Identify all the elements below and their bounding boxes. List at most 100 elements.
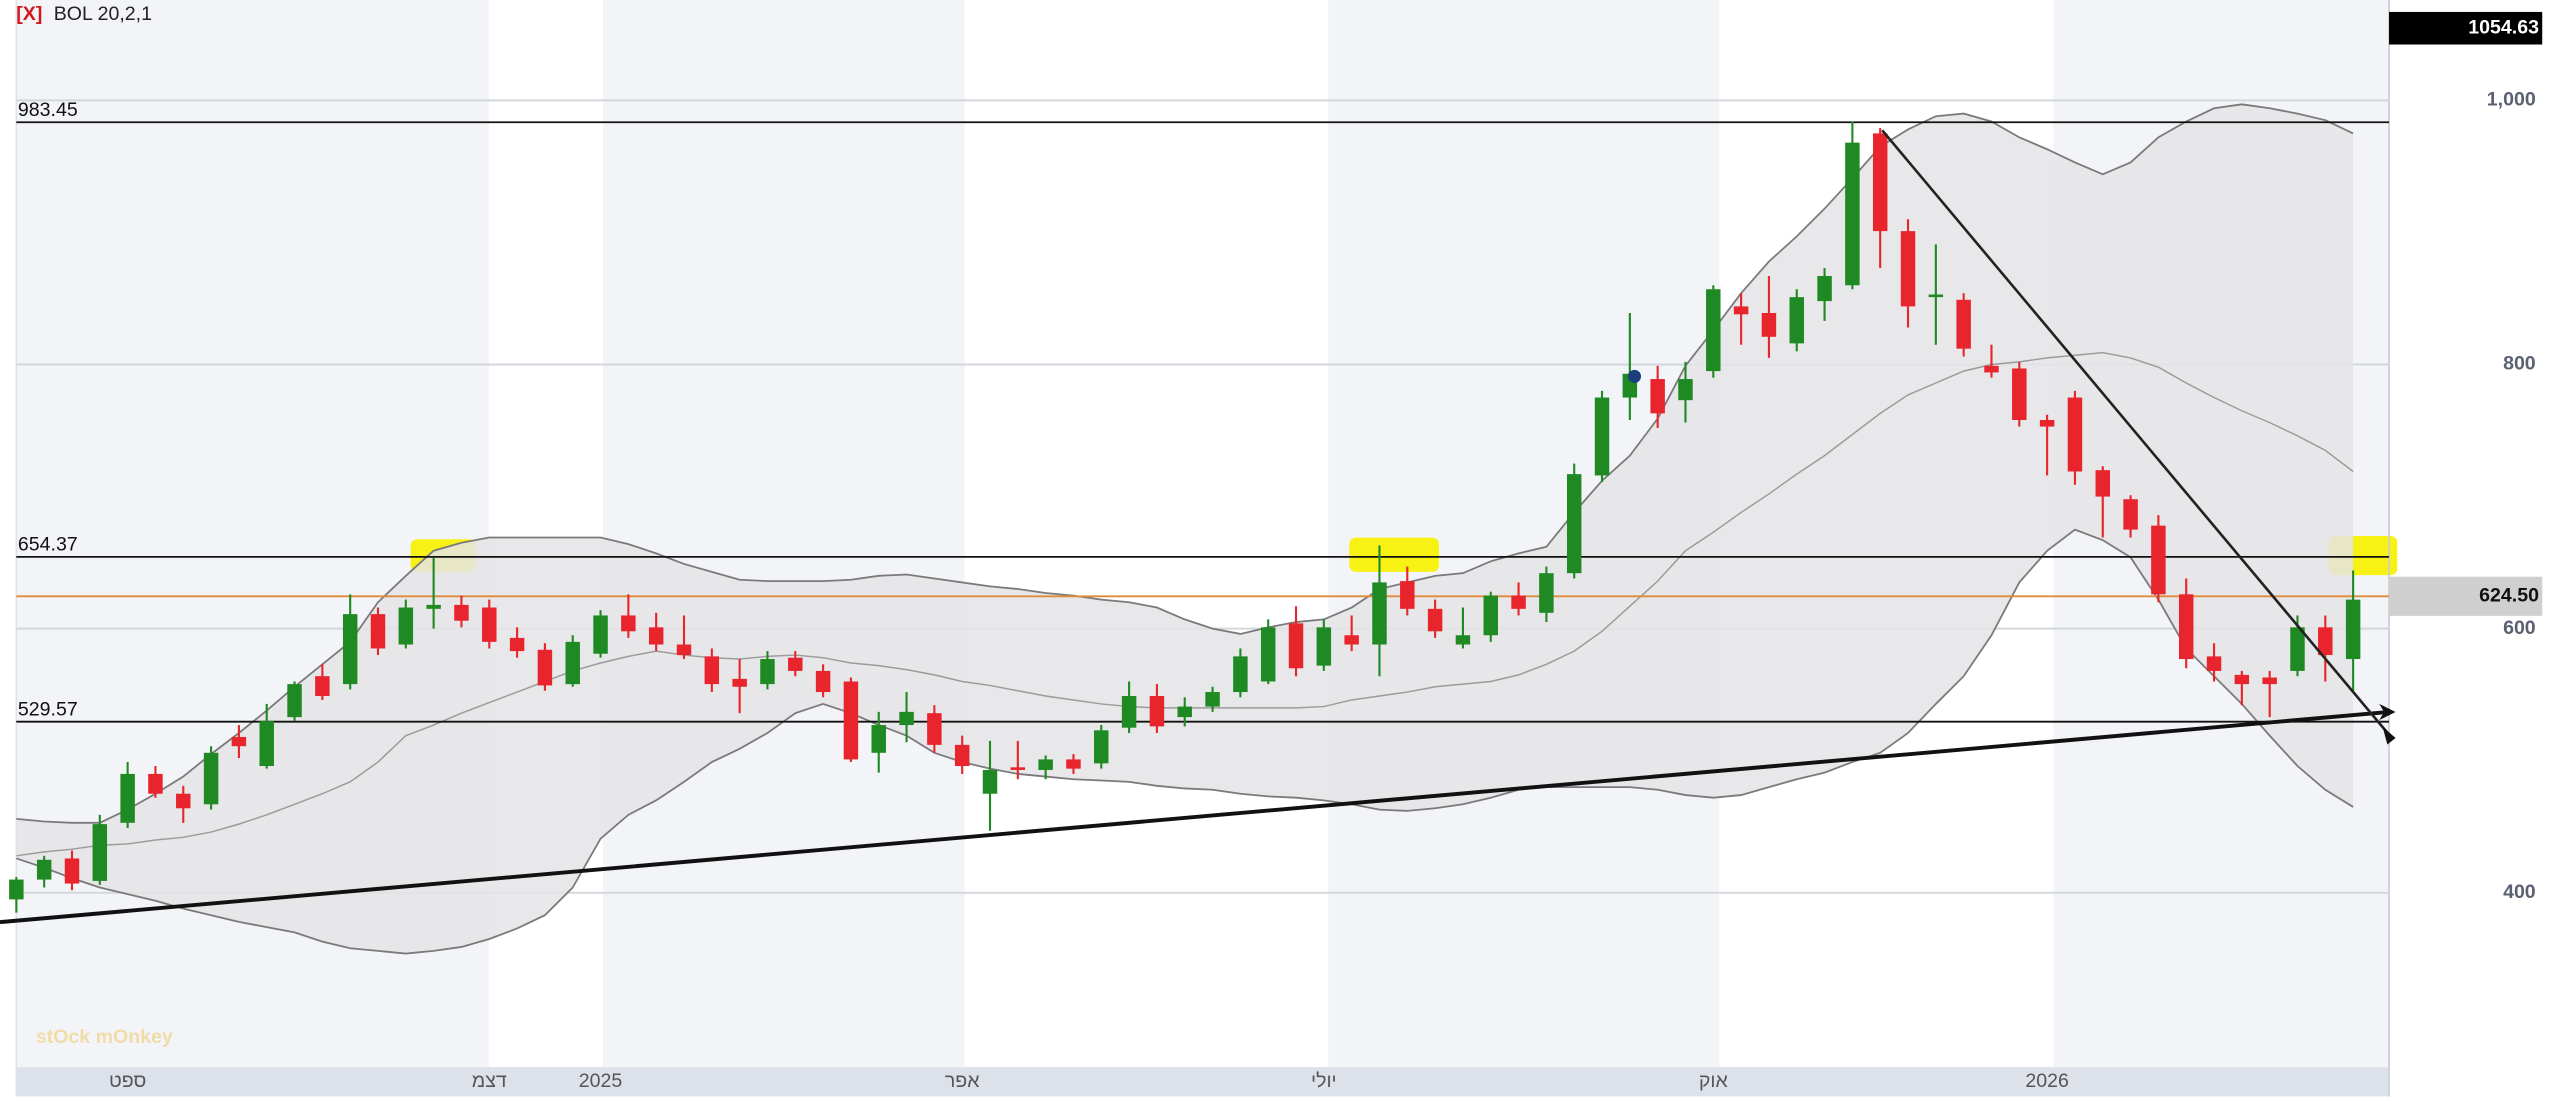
candle-body (760, 659, 775, 685)
candle-body (2067, 397, 2083, 472)
candle-body (1094, 730, 1109, 764)
candle-body (148, 773, 163, 794)
candle-body (1233, 656, 1248, 693)
x-tick-label: אפר (945, 1070, 980, 1092)
indicator-close[interactable]: [X] (16, 3, 42, 25)
candle-body (426, 604, 441, 609)
candle-body (2206, 656, 2222, 671)
x-tick-label: דצמ (472, 1070, 507, 1092)
candle-body (9, 879, 24, 900)
candle-body (954, 744, 970, 767)
candle-body (1260, 627, 1276, 682)
candle-body (1344, 635, 1359, 645)
candle-body (315, 676, 330, 697)
candle-body (1789, 297, 1804, 344)
candle-body (1372, 582, 1387, 645)
price-box-label: 624.50 (2479, 584, 2539, 606)
highlight (1349, 537, 1439, 572)
annotations: [X] BOL 20,2,1 stOck mOnkey (0, 3, 2396, 1048)
candle-body (537, 649, 553, 686)
level-label: 654.37 (18, 534, 78, 556)
candle-body (1706, 289, 1721, 372)
candle-body (732, 678, 747, 687)
candle-body (1400, 581, 1415, 609)
y-tick-label: 400 (2503, 881, 2536, 903)
x-tick-label: ספט (109, 1070, 146, 1092)
candle-body (1761, 313, 1777, 337)
candle-body (2012, 368, 2027, 420)
candle-body (1928, 294, 1944, 298)
candle-body (2318, 627, 2333, 656)
candle-body (482, 607, 497, 642)
candle-body (2262, 677, 2277, 685)
candle-body (1650, 379, 1665, 414)
candle-body (287, 684, 302, 718)
candle-body (1149, 696, 1165, 727)
candle-body (1566, 474, 1582, 574)
y-tick-label: 1,000 (2487, 89, 2536, 111)
candle-body (593, 615, 608, 654)
candle-body (203, 752, 219, 805)
x-tick-label: 2026 (2025, 1070, 2069, 1092)
x-tick-label: 2025 (579, 1070, 623, 1092)
candle-body (1066, 759, 1081, 769)
candle-body (1177, 706, 1192, 718)
candle-body (871, 725, 886, 753)
level-label: 983.45 (18, 99, 78, 121)
price-box (2389, 576, 2543, 616)
candle-body (648, 627, 664, 645)
candle-body (370, 614, 386, 649)
candle-body (815, 670, 831, 693)
candle-body (259, 721, 274, 767)
candle-body (1427, 608, 1443, 632)
candle-body (1845, 142, 1860, 286)
candle-body (621, 615, 636, 632)
candle-body (1733, 306, 1749, 315)
indicator-label: BOL 20,2,1 (54, 3, 152, 25)
trend-line (0, 710, 2390, 925)
candle-body (1900, 231, 1916, 307)
candle-body (2290, 627, 2305, 671)
price-box (2389, 11, 2543, 45)
candle-body (398, 607, 414, 645)
candle-body (1678, 379, 1693, 401)
candle-body (176, 793, 191, 809)
arrow-head (2379, 703, 2396, 721)
y-tick-label: 600 (2503, 617, 2536, 639)
price-box-label: 1054.63 (2468, 16, 2539, 38)
candle-body (2123, 499, 2138, 530)
x-tick-label: אוק (1699, 1070, 1729, 1092)
candle-body (1817, 276, 1832, 302)
candle-body (1455, 635, 1471, 645)
band-lower (16, 528, 2354, 955)
candle-body (1038, 759, 1053, 770)
candle-body (1984, 365, 1999, 373)
candle-body (1872, 133, 1888, 232)
candle-body (1010, 767, 1026, 770)
month-stripe (602, 0, 965, 1068)
candle-body (565, 641, 580, 685)
band-upper (16, 103, 2354, 824)
x-axis-strip (16, 1067, 2390, 1097)
candle-body (899, 711, 914, 726)
candle-body (64, 858, 80, 884)
marker-dot (1628, 369, 1642, 383)
arrow-head (2382, 726, 2396, 745)
trend-line (1881, 129, 2391, 736)
candle-body (509, 637, 525, 652)
candle-body (2234, 674, 2250, 685)
candle-body (927, 713, 942, 745)
candle-body (704, 656, 720, 685)
candle-body (2151, 525, 2166, 595)
plot: 983.45 654.37 529.57 (9, 99, 2390, 955)
y-tick-label: 800 (2503, 353, 2536, 375)
candle-body (1121, 696, 1137, 728)
candle-body (342, 614, 358, 685)
candle-body (676, 644, 692, 656)
candle-body (1316, 627, 1332, 666)
candle-body (982, 769, 998, 794)
candle-body (788, 657, 803, 671)
candle-body (1539, 573, 1554, 613)
